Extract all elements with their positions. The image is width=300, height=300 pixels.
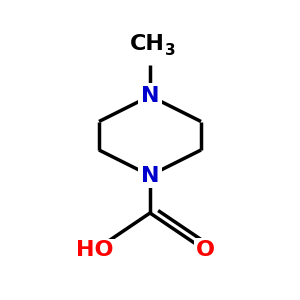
Text: N: N (141, 86, 159, 106)
Text: HO: HO (76, 241, 113, 260)
Text: 3: 3 (165, 43, 176, 58)
Text: O: O (196, 241, 215, 260)
Text: CH: CH (130, 34, 164, 53)
Text: N: N (141, 166, 159, 185)
